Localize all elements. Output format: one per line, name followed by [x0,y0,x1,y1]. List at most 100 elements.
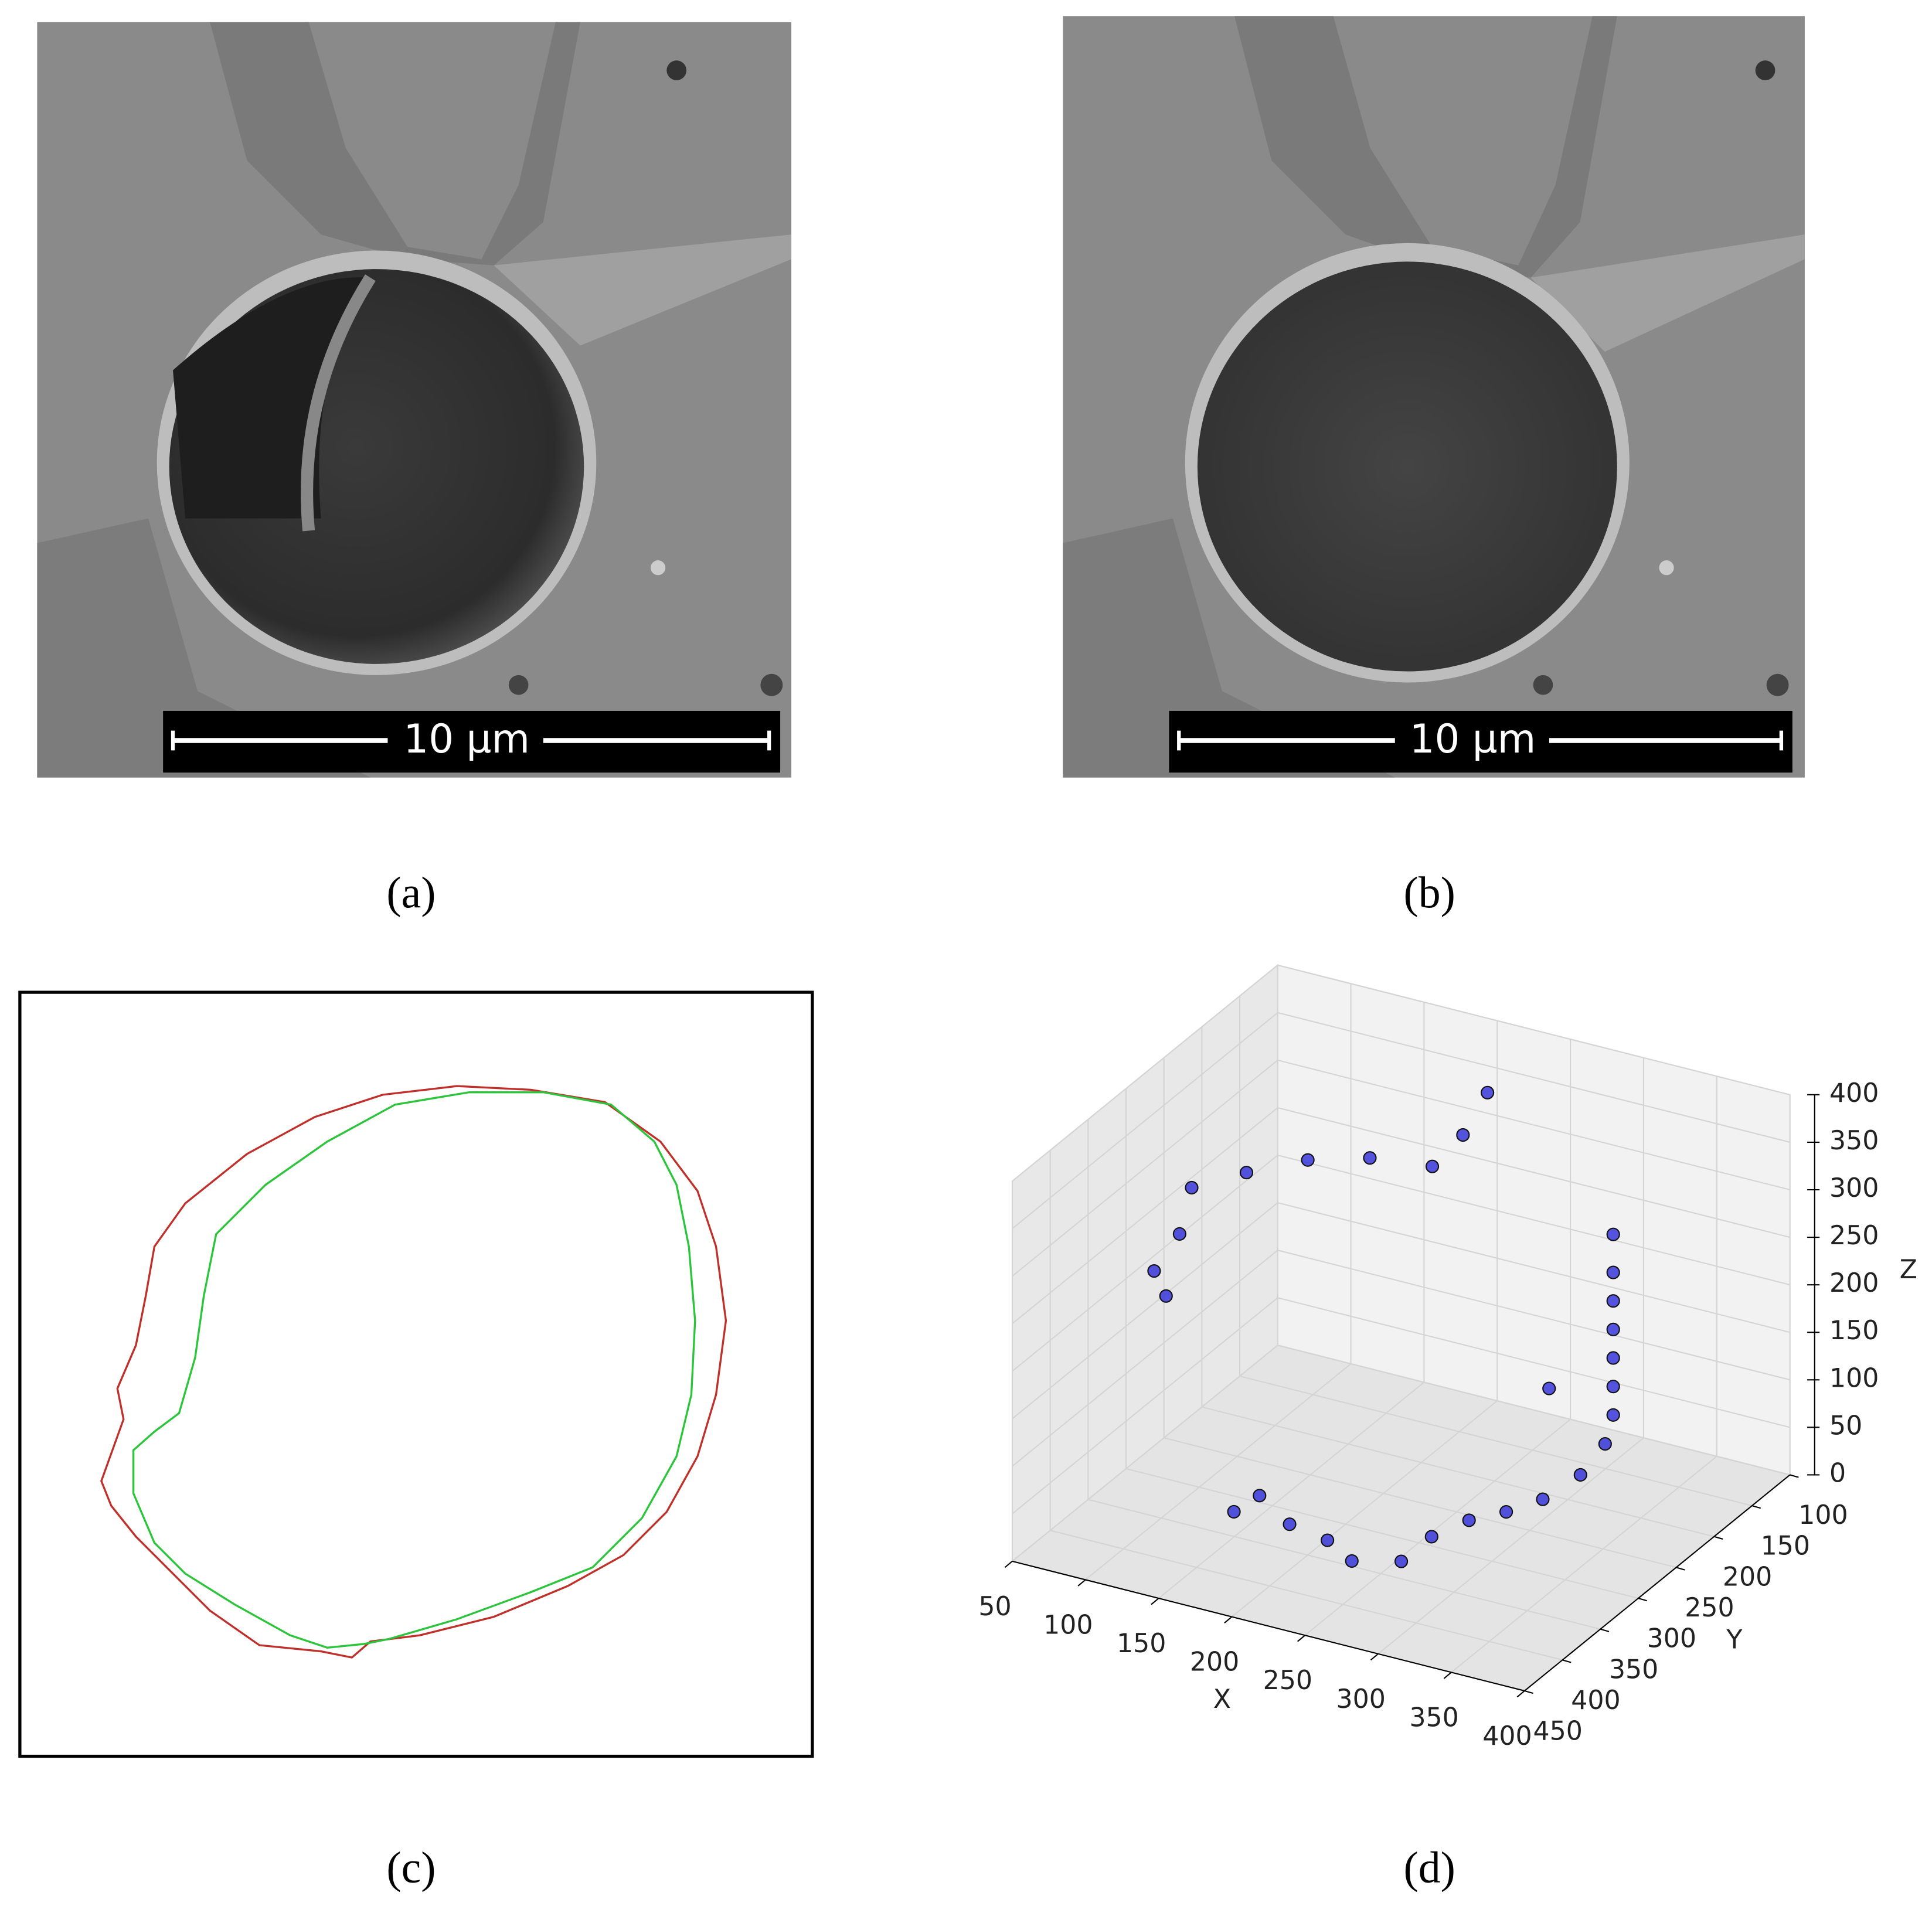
panel-label: (d) [1404,1843,1455,1892]
data-point [1536,1492,1550,1506]
grid-line [1012,1344,1278,1562]
tick-mark [1004,1561,1013,1568]
inner-contour [132,1091,696,1649]
data-point [1606,1408,1620,1422]
outer-contour [100,1085,727,1659]
tick-mark [1224,1616,1233,1623]
grid-line [1088,1499,1601,1630]
x-tick-label: 300 [1336,1684,1386,1714]
z-tick-label: 150 [1829,1316,1879,1346]
grid-line [1012,1107,1278,1325]
grid-line [1012,1250,1278,1467]
tick-mark [1443,1672,1452,1679]
data-point [1425,1159,1440,1173]
data-point [1283,1517,1297,1531]
y-axis [1524,1474,1791,1691]
grid-line [1012,964,1278,1182]
z-tick-label: 250 [1829,1221,1879,1251]
grid-line [1012,1012,1278,1230]
x-axis-label: X [1213,1684,1231,1714]
data-point [1462,1513,1476,1527]
y-tick-label: 150 [1761,1531,1810,1561]
scale-text: 10 µm [403,716,530,762]
tick-mark [1600,1628,1610,1632]
grid-line [1012,1155,1278,1372]
z-axis-label: Z [1900,1255,1917,1285]
grid-line [1012,1297,1278,1514]
z-tick-label: 50 [1829,1411,1862,1441]
data-point [1363,1151,1377,1165]
grid-line [1125,1468,1639,1599]
tick-mark [1676,1567,1685,1571]
data-point [1159,1289,1173,1303]
grid-line [1277,964,1790,1095]
x-axis [1012,1560,1525,1691]
grid-line [1239,1375,1753,1507]
data-point [1394,1554,1409,1568]
data-point [1598,1437,1612,1451]
y-tick-label: 350 [1609,1655,1658,1684]
data-point [1481,1085,1495,1100]
grid-line [1277,1155,1790,1286]
tick-mark [1790,1474,1799,1478]
z-tick-label: 100 [1829,1363,1879,1393]
tick-mark [1751,1505,1761,1509]
scale-text: 10 µm [1410,716,1536,762]
tick-mark [1562,1659,1572,1663]
data-point [1606,1351,1620,1365]
x-tick-label: 150 [1117,1629,1166,1659]
grid-line [1277,1250,1790,1381]
data-point [1606,1322,1620,1336]
grid-line [1377,1437,1644,1655]
data-point [1606,1380,1620,1394]
z-tick-label: 400 [1829,1078,1879,1108]
y-tick-label: 250 [1685,1593,1734,1623]
x-tick-label: 100 [1043,1610,1093,1640]
panel-label: (c) [386,1843,436,1892]
panel-label: (b) [1404,868,1455,917]
x-tick-label: 200 [1190,1648,1239,1677]
tick-mark [1077,1579,1086,1587]
data-point [1185,1180,1199,1194]
data-point [1573,1468,1587,1482]
grid-line [1202,1406,1715,1537]
grid-line [1012,1202,1278,1420]
tick-mark [1713,1536,1723,1540]
data-point [1606,1265,1620,1279]
panel-label: (a) [386,868,436,917]
grid-line [1304,1418,1571,1636]
data-point [1147,1264,1161,1278]
y-tick-label: 100 [1798,1500,1848,1530]
tick-mark [1638,1598,1647,1602]
tick-mark [1151,1598,1159,1605]
data-point [1172,1227,1186,1241]
x-tick-label: 50 [978,1592,1011,1622]
data-point [1542,1381,1556,1395]
grid-line [1164,1437,1676,1568]
grid-line [1277,1012,1790,1143]
data-point [1606,1294,1620,1308]
grid-line [1277,1344,1790,1476]
grid-line [1085,1363,1352,1581]
x-tick-label: 350 [1409,1703,1458,1732]
data-point [1301,1153,1315,1167]
contour-frame [18,990,814,1758]
data-point [1239,1166,1254,1180]
x-tick-label: 400 [1482,1721,1532,1751]
grid-line [1277,1202,1790,1333]
tick-mark [1516,1690,1525,1698]
x-tick-label: 250 [1263,1666,1312,1696]
grid-line [1277,1297,1790,1428]
grid-line [1050,1530,1563,1661]
tick-mark [1297,1635,1306,1642]
tick-mark [1370,1653,1379,1661]
data-point [1606,1227,1620,1241]
grid-line [1277,1059,1790,1191]
sem-image-b [1063,16,1805,778]
z-tick-label: 350 [1829,1126,1879,1156]
data-point [1253,1489,1267,1503]
z-tick-label: 200 [1829,1268,1879,1298]
grid-line [1451,1456,1717,1673]
y-tick-label: 400 [1571,1686,1620,1715]
